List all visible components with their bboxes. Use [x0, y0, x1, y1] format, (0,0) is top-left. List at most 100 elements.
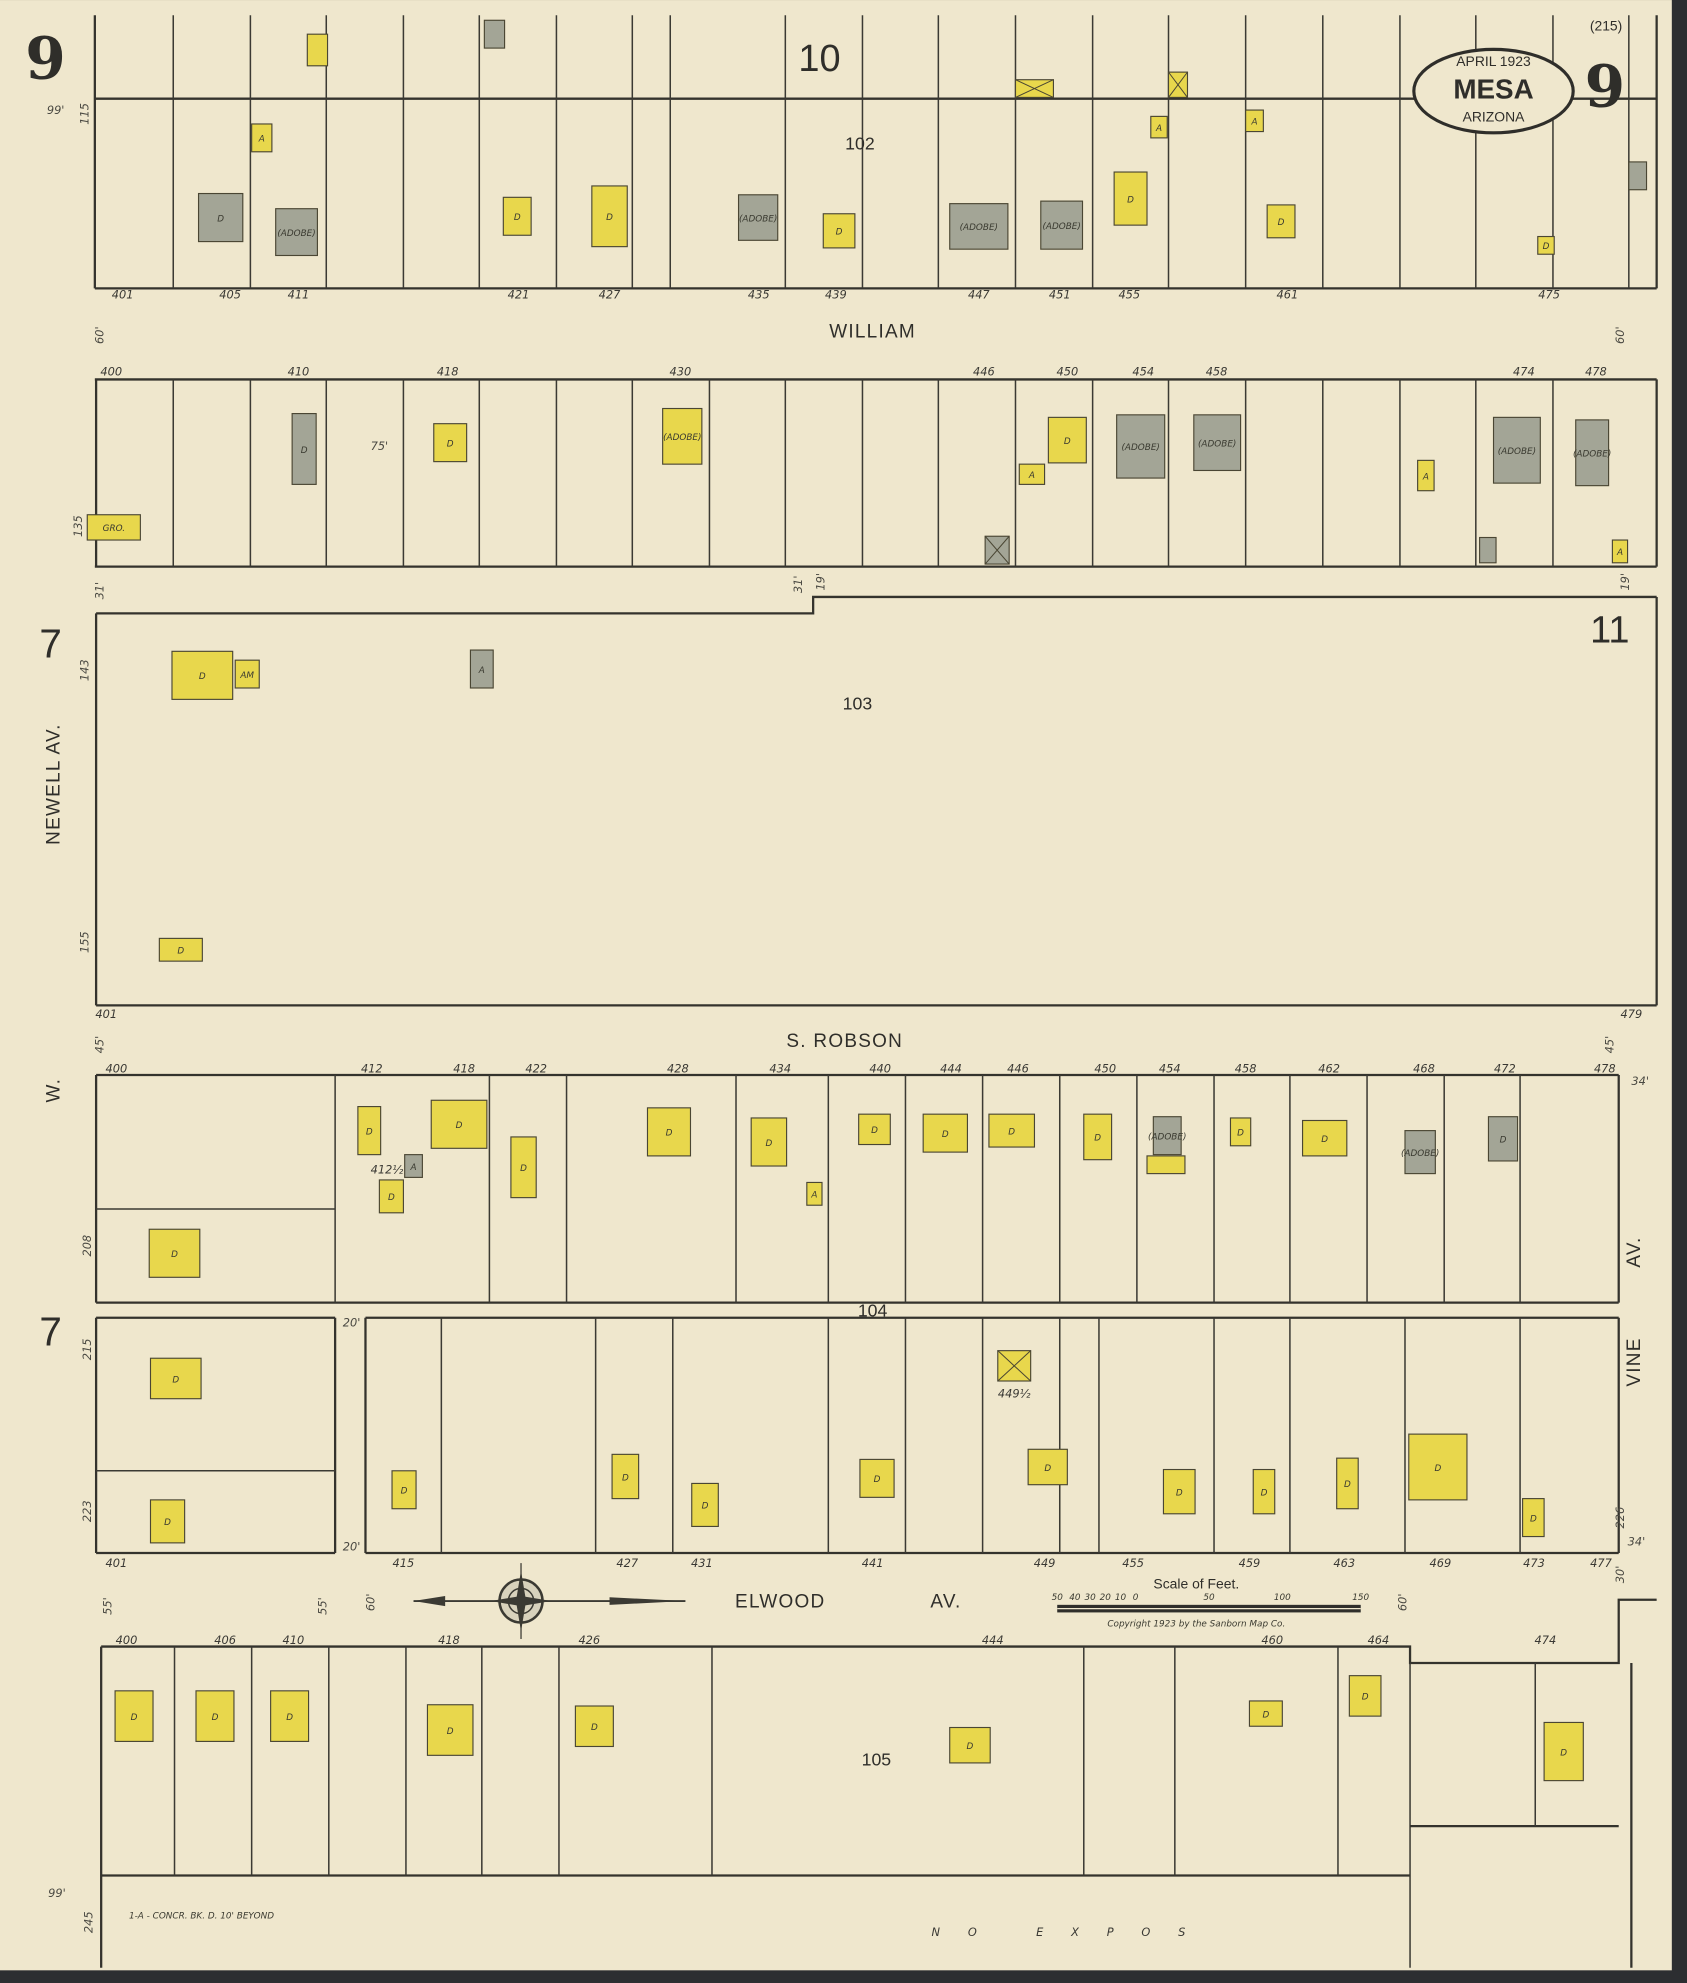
street-elwood: ELWOOD — [735, 1591, 825, 1612]
block-boundary — [96, 595, 1657, 615]
building-label: D — [388, 1193, 395, 1203]
house-number: 472 — [1494, 1061, 1516, 1075]
frame-building — [1167, 71, 1189, 98]
adobe-building: (ADOBE) — [1040, 200, 1084, 250]
house-number: 426 — [578, 1633, 600, 1647]
building-label: D — [212, 1713, 219, 1723]
adobe-building — [483, 19, 506, 49]
frame-building: D — [378, 1179, 404, 1214]
frame-building: D — [270, 1690, 310, 1742]
frame-building: D — [1543, 1721, 1584, 1782]
frame-building: D — [859, 1458, 895, 1498]
dimension-label: 31' — [93, 582, 107, 600]
scale-tick-label: 50 — [1203, 1593, 1215, 1603]
house-number: 418 — [438, 1633, 460, 1647]
house-number: 458 — [1235, 1061, 1257, 1075]
dimension-label: 143 — [78, 659, 92, 681]
dimension-label: 34' — [1631, 1074, 1649, 1088]
building-label: D — [1094, 1134, 1101, 1144]
house-number: 411 — [288, 287, 310, 301]
dimension-label: 60' — [363, 1594, 377, 1612]
building-label: D — [171, 1250, 178, 1260]
adobe-building: (ADOBE) — [1148, 1116, 1186, 1156]
house-number: 450 — [1056, 365, 1078, 379]
building-label: D — [1008, 1127, 1015, 1137]
scale-bar: Scale of Feet. 50 40 30 20 10 0 50 100 150 Copyr… — [1052, 1575, 1370, 1629]
house-number: 474 — [1513, 365, 1535, 379]
block-number-105: 105 — [862, 1749, 892, 1769]
house-number: 430 — [670, 365, 692, 379]
building-label: A — [478, 666, 485, 676]
house-number: 478 — [1585, 365, 1607, 379]
frame-building — [1014, 79, 1054, 98]
building-label: D — [217, 214, 224, 224]
house-number: 469 — [1430, 1556, 1452, 1570]
dimension-label: 99' — [47, 103, 65, 117]
building-label: D — [666, 1129, 673, 1139]
building-label: D — [1044, 1464, 1051, 1474]
building-label: (ADOBE) — [1121, 443, 1159, 453]
dimension-label: 115 — [78, 103, 92, 125]
house-number: 434 — [769, 1061, 791, 1075]
house-number: 477 — [1590, 1556, 1612, 1570]
dimension-label: 99' — [48, 1886, 66, 1900]
scale-tick-label: 40 — [1069, 1593, 1081, 1603]
building-label: D — [1321, 1135, 1328, 1145]
frame-building: D — [822, 213, 856, 249]
adobe-building: (ADOBE) — [737, 194, 779, 241]
building-label: A — [1028, 471, 1035, 481]
note-no-expos: NO EXPOS — [932, 1925, 1214, 1939]
dimension-label: 75' — [371, 439, 389, 453]
dimension-label: 20' — [343, 1316, 361, 1330]
adobe-building: (ADOBE) — [1116, 414, 1166, 479]
adobe-building — [1628, 161, 1648, 191]
dimension-label: 223 — [80, 1500, 94, 1522]
building-label: D — [1237, 1129, 1244, 1139]
dimension-label: 155 — [78, 931, 92, 953]
building-label: D — [1362, 1693, 1369, 1703]
house-number: 449½ — [998, 1386, 1031, 1400]
frame-building: A — [1018, 463, 1046, 485]
block-number-102: 102 — [845, 133, 875, 153]
building-label: D — [967, 1742, 974, 1752]
scale-tick-label: 100 — [1274, 1593, 1291, 1603]
street-vine: VINE — [1624, 1337, 1645, 1386]
frame-building: D — [426, 1704, 474, 1756]
title-date: April 1923 — [1456, 53, 1531, 69]
dimension-label: 19' — [1618, 573, 1632, 591]
frame-building: D — [502, 196, 532, 236]
adjoining-sheet-left-upper: 7 — [39, 621, 62, 667]
house-number: 478 — [1594, 1061, 1616, 1075]
copyright: Copyright 1923 by the Sanborn Map Co. — [1107, 1619, 1285, 1629]
house-number: 401 — [112, 287, 134, 301]
building-label: D — [199, 672, 206, 682]
building-label: D — [1344, 1480, 1351, 1490]
house-number: 401 — [95, 1007, 117, 1021]
scale-tick-label: 0 — [1133, 1593, 1139, 1603]
building-label: D — [1278, 218, 1285, 228]
building-label: (ADOBE) — [1401, 1149, 1439, 1159]
building-label: D — [401, 1487, 408, 1497]
house-number: 400 — [100, 365, 122, 379]
building-label: (ADOBE) — [1198, 439, 1236, 449]
house-number: 410 — [288, 365, 310, 379]
frame-building: A — [251, 123, 273, 153]
frame-building: D — [1537, 235, 1555, 255]
dimension-label: 226 — [1613, 1507, 1627, 1529]
frame-building: D — [1027, 1448, 1068, 1486]
frame-building: D — [148, 1228, 201, 1278]
adobe-building: (ADOBE) — [1573, 419, 1611, 487]
frame-building: D — [149, 1357, 202, 1400]
building-label: D — [622, 1473, 629, 1483]
block-boundary — [101, 1598, 1657, 1665]
dimension-label: 55' — [315, 1597, 329, 1615]
building-label: (ADOBE) — [1042, 222, 1080, 232]
house-number: 444 — [982, 1633, 1004, 1647]
frame-building: (ADOBE) — [662, 407, 703, 465]
scale-title: Scale of Feet. — [1153, 1575, 1239, 1591]
house-number: 401 — [105, 1556, 127, 1570]
dimension-label: 208 — [80, 1235, 94, 1257]
house-number: 451 — [1049, 287, 1071, 301]
